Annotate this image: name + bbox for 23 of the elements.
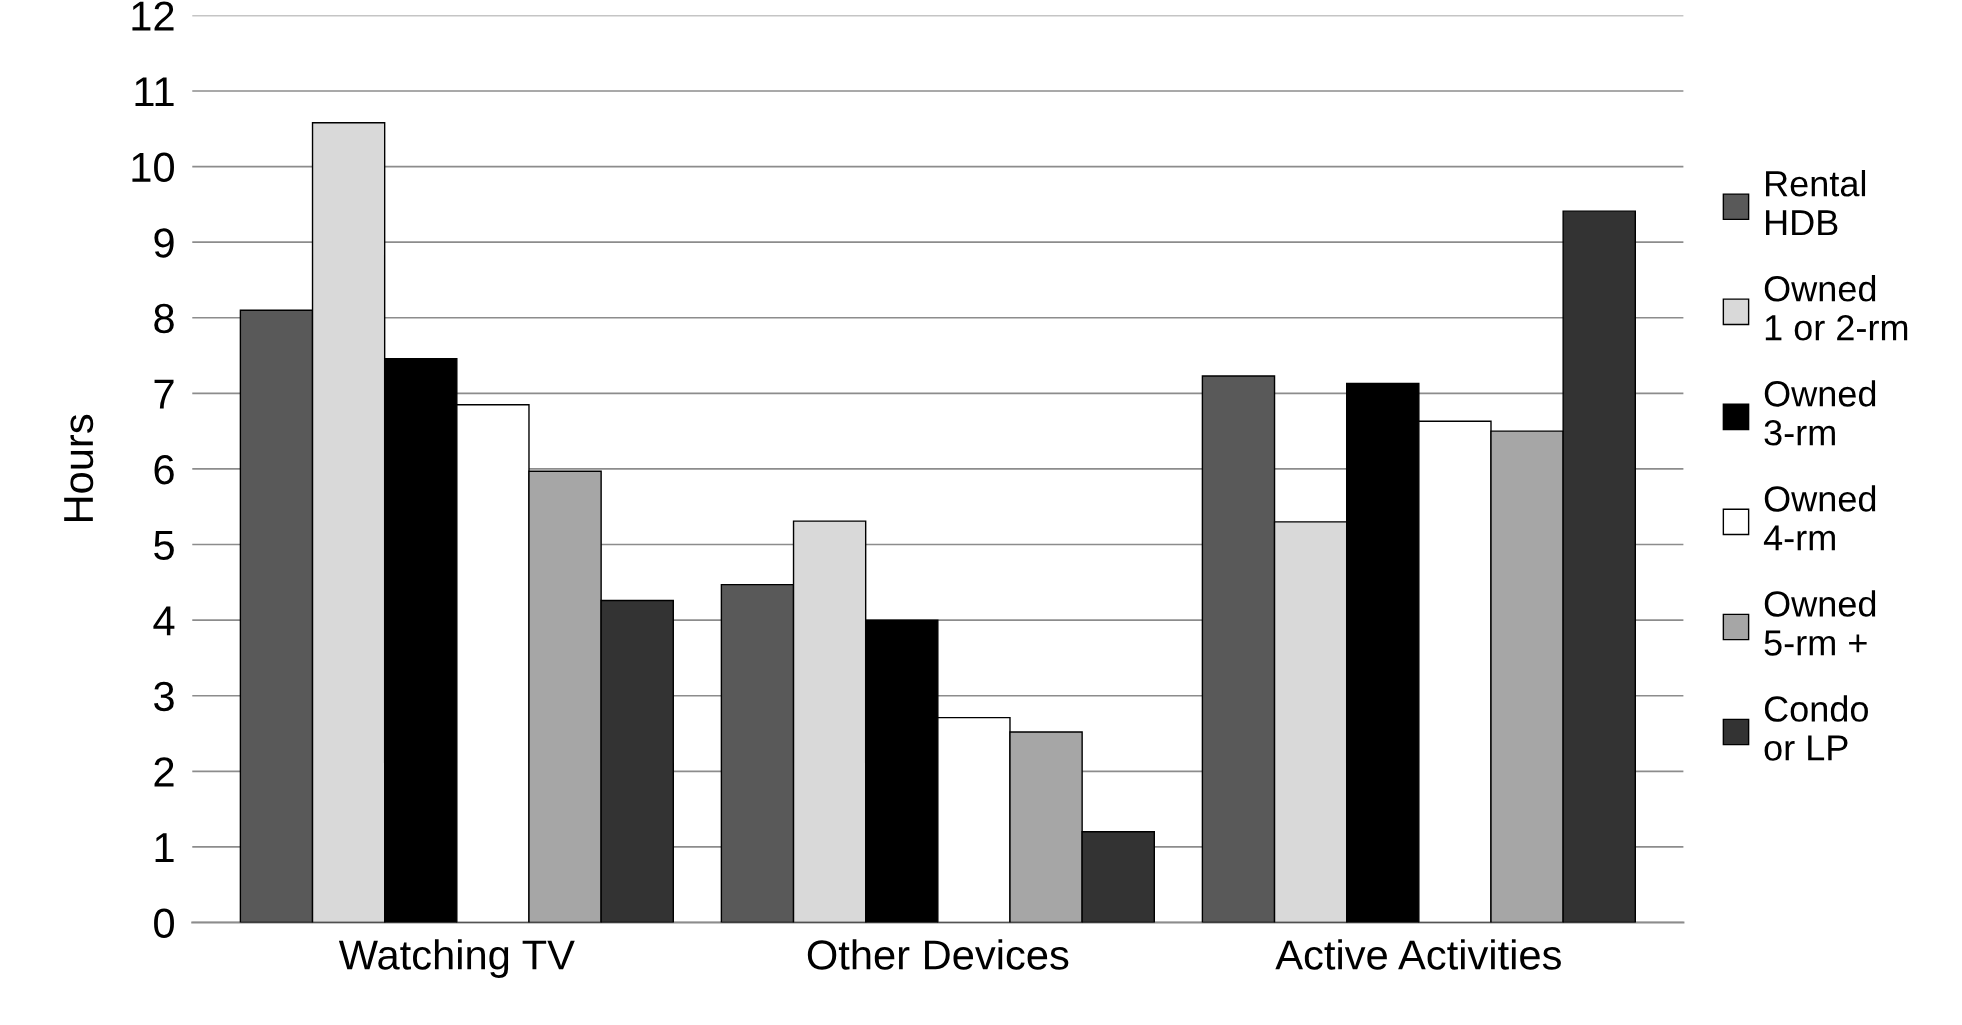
- y-tick-label: 10: [132, 152, 174, 183]
- legend-label: Owned 1 or 2-rm: [1764, 275, 1908, 341]
- y-tick-label: 2: [154, 757, 174, 787]
- y-tick-label: 12: [132, 1, 174, 31]
- y-tick-label: 1: [155, 833, 174, 862]
- y-tick-label: 5: [154, 530, 174, 561]
- x-tick-label: Watching TV: [338, 939, 575, 979]
- y-tick-label: 9: [154, 228, 174, 258]
- legend-label: Owned 4-rm: [1763, 485, 1876, 551]
- y-tick-label: 7: [154, 379, 174, 409]
- legend-label: Condo or LP: [1764, 695, 1868, 761]
- y-tick-label: 0: [154, 908, 174, 939]
- legend-label: Owned 5-rm +: [1764, 590, 1876, 656]
- legend-label: Owned 3-rm: [1764, 380, 1876, 446]
- y-tick-label: 11: [135, 77, 174, 107]
- legend-label: Rental HDB: [1766, 170, 1866, 236]
- x-tick-label: Other Devices: [807, 939, 1069, 970]
- y-tick-label: 8: [154, 303, 174, 334]
- y-tick-label: 6: [154, 454, 174, 485]
- x-tick-label: Active Activities: [1275, 939, 1561, 970]
- y-axis-title: Hours: [64, 414, 94, 522]
- y-tick-label: 3: [154, 681, 174, 712]
- y-tick-label: 4: [153, 606, 175, 636]
